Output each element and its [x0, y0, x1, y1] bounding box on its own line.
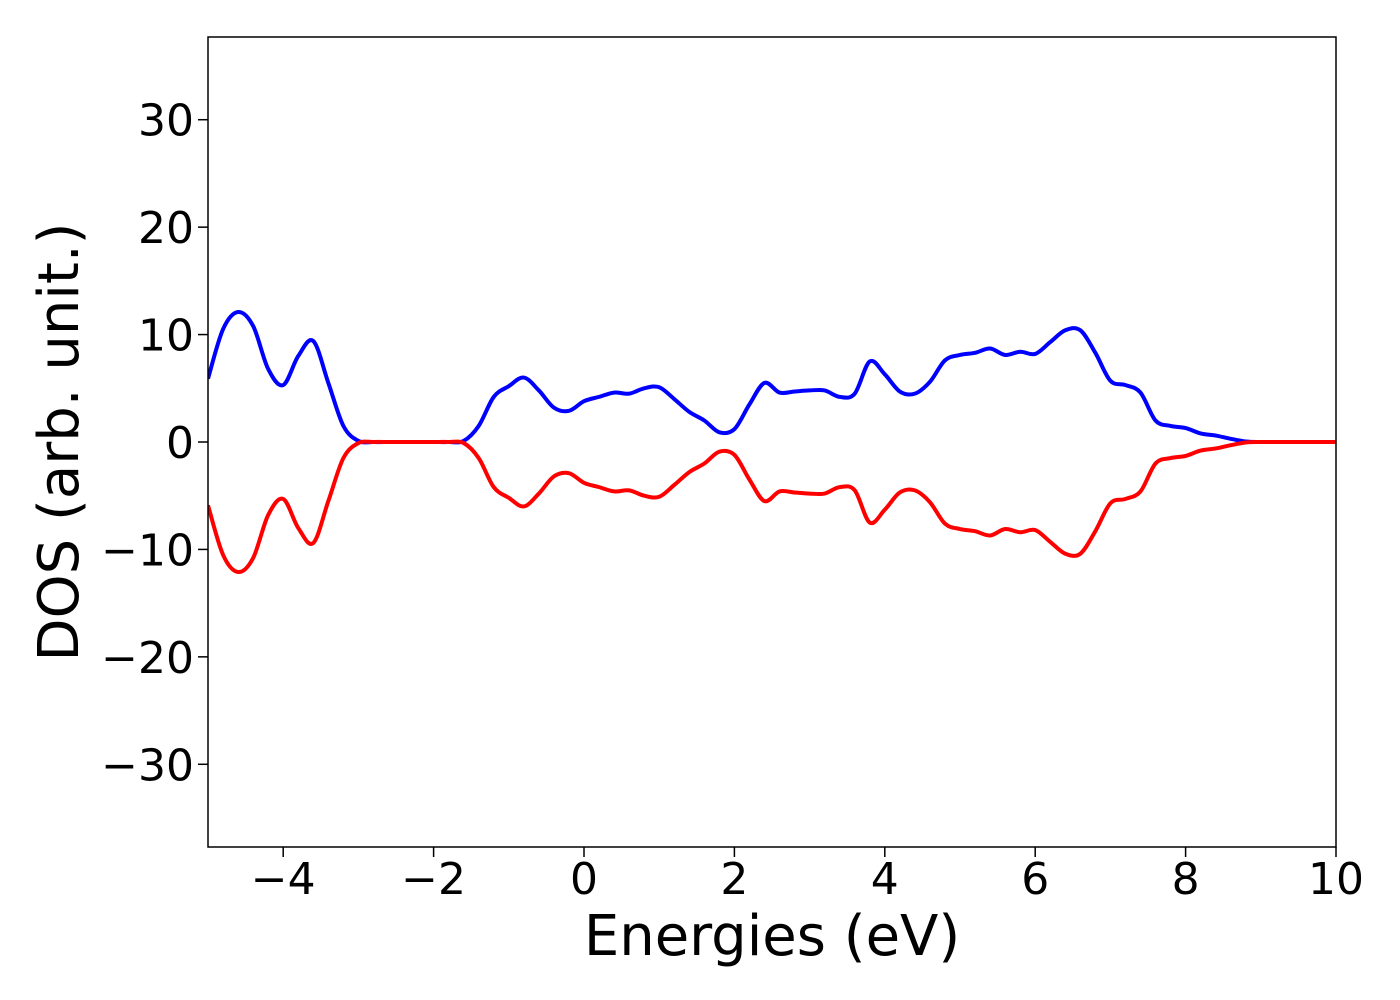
- y-tick-label: 20: [138, 203, 194, 254]
- y-tick-label: 10: [138, 311, 194, 362]
- x-axis-label: Energies (eV): [584, 904, 960, 969]
- x-tick-label: 10: [1308, 854, 1364, 905]
- x-tick-label: −2: [401, 854, 466, 905]
- x-tick-label: 2: [720, 854, 748, 905]
- plot-area: [208, 310, 1336, 574]
- y-tick-label: −20: [101, 633, 194, 684]
- y-tick-label: 30: [138, 96, 194, 147]
- x-tick-label: 4: [871, 854, 899, 905]
- x-tick-label: 6: [1021, 854, 1049, 905]
- y-tick-label: −10: [101, 525, 194, 576]
- y-axis-label: DOS (arb. unit.): [27, 222, 92, 661]
- y-tick-label: 0: [166, 418, 194, 469]
- y-tick-label: −30: [101, 740, 194, 791]
- x-tick-label: −4: [251, 854, 316, 905]
- x-tick-label: 8: [1172, 854, 1200, 905]
- data-line: [208, 439, 1336, 574]
- x-tick-label: 0: [570, 854, 598, 905]
